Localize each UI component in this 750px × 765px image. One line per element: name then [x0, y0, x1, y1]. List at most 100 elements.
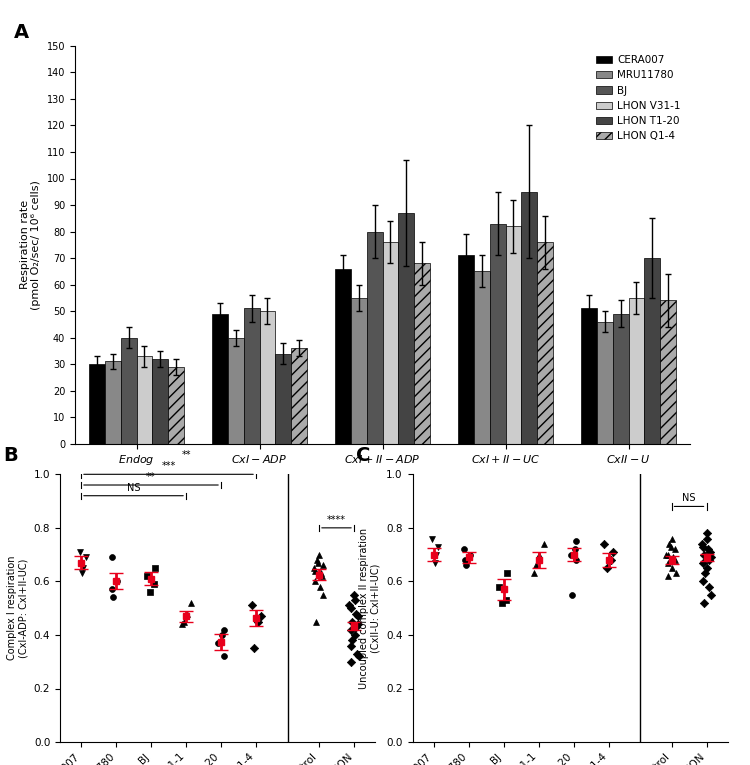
- Bar: [367, 232, 382, 444]
- Point: [353, 650, 365, 662]
- Point: [538, 538, 550, 550]
- Point: [698, 557, 709, 569]
- Bar: [382, 243, 398, 444]
- Bar: [211, 314, 227, 444]
- Point: [348, 589, 360, 601]
- Point: [706, 589, 718, 601]
- Point: [218, 623, 230, 636]
- Point: [350, 621, 362, 633]
- Point: [74, 546, 86, 558]
- Text: A: A: [13, 23, 28, 42]
- Text: **: **: [182, 451, 190, 461]
- Point: [428, 557, 440, 569]
- Point: [248, 643, 260, 655]
- Bar: [644, 258, 661, 444]
- Point: [697, 541, 709, 553]
- Point: [76, 568, 88, 580]
- Bar: [580, 308, 596, 444]
- Point: [317, 589, 329, 601]
- Point: [459, 554, 471, 566]
- Point: [148, 578, 160, 591]
- Point: [312, 557, 324, 569]
- Point: [141, 570, 153, 582]
- Text: C: C: [356, 446, 370, 465]
- Point: [217, 629, 229, 641]
- Point: [698, 575, 709, 588]
- Point: [217, 650, 229, 662]
- Point: [181, 607, 193, 620]
- Point: [349, 629, 361, 641]
- Y-axis label: Complex I respiration
(CxI-ADP: CxI+II-UC): Complex I respiration (CxI-ADP: CxI+II-U…: [7, 556, 28, 660]
- Point: [143, 586, 155, 598]
- Point: [430, 549, 442, 561]
- Bar: [613, 314, 628, 444]
- Point: [343, 600, 355, 612]
- Point: [566, 589, 578, 601]
- Point: [500, 594, 512, 606]
- Point: [308, 562, 320, 574]
- Point: [246, 600, 258, 612]
- Point: [316, 559, 328, 571]
- Point: [432, 541, 444, 553]
- Point: [344, 602, 356, 614]
- Point: [662, 549, 674, 561]
- Point: [608, 546, 619, 558]
- Point: [663, 538, 675, 550]
- Point: [352, 610, 364, 623]
- Point: [185, 597, 197, 609]
- Text: NS: NS: [127, 483, 140, 493]
- Point: [669, 543, 681, 555]
- Point: [704, 546, 716, 558]
- Bar: [415, 263, 430, 444]
- Point: [601, 562, 613, 574]
- Point: [351, 647, 363, 659]
- Point: [350, 607, 362, 620]
- Point: [458, 543, 470, 555]
- Point: [699, 568, 711, 580]
- Point: [660, 549, 672, 561]
- Point: [346, 615, 358, 627]
- Point: [704, 581, 716, 593]
- Bar: [121, 337, 136, 444]
- Bar: [398, 213, 415, 444]
- Point: [570, 554, 582, 566]
- Point: [77, 562, 89, 574]
- Point: [666, 562, 678, 574]
- Bar: [136, 356, 152, 444]
- Point: [352, 618, 364, 630]
- Point: [705, 552, 717, 564]
- Point: [346, 634, 358, 646]
- Point: [669, 554, 681, 566]
- Bar: [350, 298, 367, 444]
- Bar: [506, 226, 521, 444]
- Point: [106, 584, 118, 596]
- Point: [80, 552, 92, 564]
- Bar: [490, 223, 506, 444]
- Bar: [661, 301, 676, 444]
- Point: [496, 597, 508, 609]
- Text: NS: NS: [682, 493, 696, 503]
- Point: [314, 549, 326, 561]
- Point: [666, 532, 678, 545]
- Point: [178, 615, 190, 627]
- Point: [598, 538, 610, 550]
- Point: [528, 568, 540, 580]
- Point: [501, 568, 513, 580]
- Point: [460, 559, 472, 571]
- Point: [701, 562, 713, 574]
- Bar: [152, 359, 169, 444]
- Bar: [473, 272, 490, 444]
- Point: [698, 549, 710, 561]
- Point: [309, 565, 321, 577]
- Point: [176, 618, 188, 630]
- Point: [309, 575, 321, 588]
- Point: [349, 594, 361, 606]
- Point: [605, 554, 617, 566]
- Point: [426, 532, 438, 545]
- Point: [212, 636, 224, 649]
- Bar: [521, 192, 538, 444]
- Point: [662, 557, 674, 569]
- Point: [345, 656, 357, 668]
- Point: [255, 610, 267, 623]
- Point: [316, 570, 328, 582]
